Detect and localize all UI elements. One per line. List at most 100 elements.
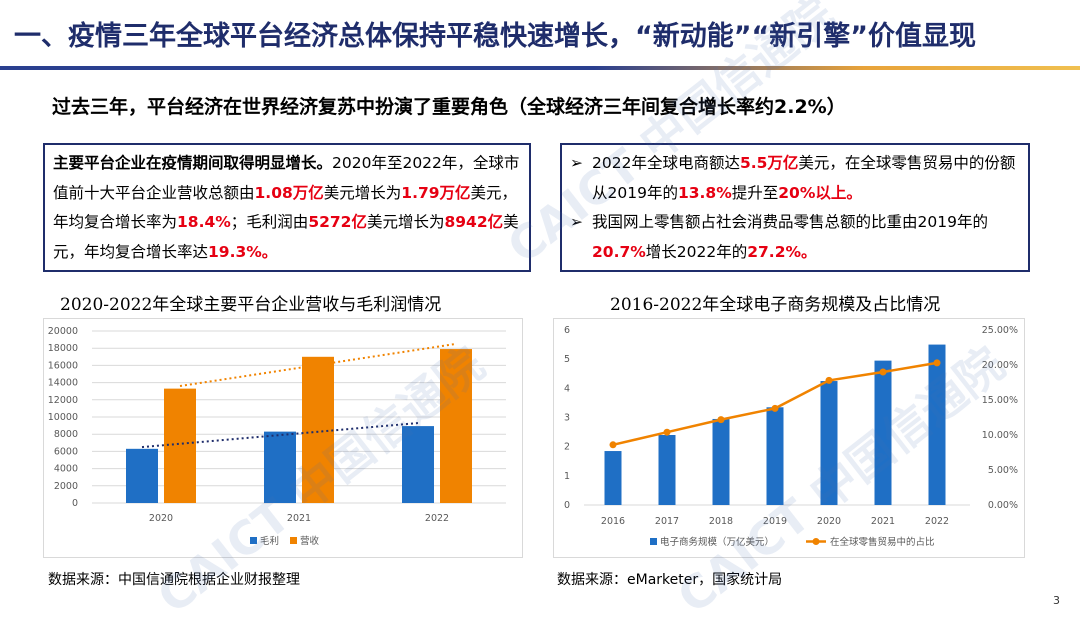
y-tick-label: 10000 (48, 412, 78, 423)
right-source: 数据来源：eMarketer，国家统计局 (557, 572, 783, 588)
y-tick-label: 16000 (48, 360, 78, 371)
left-value-1: 1.08万亿 (254, 183, 324, 202)
bullet-arrow-icon: ➢ (570, 154, 583, 172)
left-summary-box: 主要平台企业在疫情期间取得明显增长。2020年至2022年，全球市值前十大平台企… (43, 143, 531, 272)
ecommerce-chart: 0 1 2 3 4 5 6 0.00% 5.00% 10.00% 15.00% 20.00% 25.00… (564, 325, 1018, 548)
bar-ecommerce (928, 344, 946, 505)
share-point (879, 368, 887, 376)
x-tick-label: 2020 (149, 513, 173, 524)
revenue-profit-chart: 0 2000 4000 6000 8000 10000 12000 14000 16000 180… (48, 326, 506, 547)
legend-label: 在全球零售贸易中的占比 (830, 536, 935, 548)
y-tick-label: 0 (564, 500, 570, 511)
share-point (717, 416, 725, 424)
legend-label: 毛利 (260, 535, 279, 547)
y2-tick-label: 5.00% (988, 465, 1018, 476)
bar-profit (126, 448, 158, 503)
x-tick-label: 2019 (763, 516, 787, 527)
rb2-value-2: 27.2%。 (747, 242, 817, 261)
x-tick-label: 2021 (871, 516, 895, 527)
bar-revenue (164, 388, 196, 503)
bullet-arrow-icon: ➢ (570, 213, 583, 231)
y2-tick-label: 25.00% (982, 325, 1018, 336)
title-divider (0, 66, 1080, 70)
rb1-value-2: 13.8% (677, 183, 732, 202)
bar-profit (264, 431, 296, 503)
rb1-value-3: 20%以上。 (778, 183, 862, 202)
y-tick-label: 8000 (54, 429, 78, 440)
y2-tick-label: 10.00% (982, 430, 1018, 441)
y-tick-label: 6 (564, 325, 570, 336)
share-point (825, 376, 833, 384)
x-tick-label: 2022 (925, 516, 949, 527)
x-tick-label: 2021 (287, 513, 311, 524)
slide-subtitle: 过去三年，平台经济在世界经济复苏中扮演了重要角色（全球经济三年间复合增长率约2.… (52, 96, 846, 118)
y-tick-label: 6000 (54, 446, 78, 457)
trendline (179, 342, 457, 388)
y-tick-label: 4000 (54, 464, 78, 475)
y-tick-label: 1 (564, 471, 570, 482)
y-tick-label: 0 (72, 498, 78, 509)
right-summary-box: ➢ 2022年全球电商额达5.5万亿美元，在全球零售贸易中的份额从2019年的1… (560, 143, 1030, 272)
share-point (933, 359, 941, 367)
x-tick-label: 2018 (709, 516, 733, 527)
left-value-6: 19.3%。 (208, 242, 278, 261)
y-tick-label: 4 (564, 383, 570, 394)
left-source: 数据来源：中国信通院根据企业财报整理 (48, 572, 300, 588)
y-tick-label: 18000 (48, 343, 78, 354)
legend-swatch (650, 538, 657, 545)
right-chart-title: 2016-2022年全球电子商务规模及占比情况 (610, 295, 941, 315)
right-bullet-1: ➢ 2022年全球电商额达5.5万亿美元，在全球零售贸易中的份额从2019年的1… (570, 149, 1020, 208)
y2-tick-label: 15.00% (982, 395, 1018, 406)
left-value-5: 8942亿 (444, 213, 504, 231)
left-text-6: 美元，年均复合增长率达 (53, 213, 519, 261)
y-tick-label: 20000 (48, 326, 78, 337)
rb2-text-2: 增长2022年的 (645, 242, 748, 261)
slide-title: 一、疫情三年全球平台经济总体保持平稳快速增长，“新动能”“新引擎”价值显现 (14, 21, 976, 52)
bar-revenue (302, 356, 334, 503)
left-text-3: 美元，年均复合增长率为 (53, 183, 518, 232)
rb1-text-2: 美元，在全球零售贸易中的份额从2019年的 (592, 154, 1016, 202)
legend-swatch (250, 537, 257, 544)
left-text-1: 2020年至2022年，全球市值前十大平台企业营收总额由 (53, 154, 520, 202)
trendline (141, 422, 419, 449)
rb1-text-3: 提升至 (731, 183, 779, 202)
y-tick-label: 14000 (48, 378, 78, 389)
rb1-value-1: 5.5万亿 (739, 154, 799, 172)
left-value-4: 5272亿 (308, 213, 367, 231)
bar-ecommerce (604, 451, 622, 505)
x-tick-label: 2020 (817, 516, 841, 527)
right-chart-frame: 0 1 2 3 4 5 6 0.00% 5.00% 10.00% 15.00% 20.00% 25.00… (553, 318, 1025, 558)
left-value-2: 1.79万亿 (401, 183, 471, 202)
y-tick-label: 3 (564, 413, 570, 424)
y-tick-label: 5 (564, 354, 570, 365)
legend-label: 电子商务规模（万亿美元） (660, 536, 774, 548)
legend-swatch (290, 537, 297, 544)
y2-tick-label: 0.00% (988, 500, 1018, 511)
left-chart-frame: 0 2000 4000 6000 8000 10000 12000 14000 16000 180… (43, 318, 523, 558)
share-point (663, 428, 671, 436)
y-tick-label: 2 (564, 442, 570, 453)
bar-ecommerce (820, 381, 838, 505)
y-tick-label: 2000 (54, 481, 78, 492)
rb1-text-1: 2022年全球电商额达 (592, 154, 740, 172)
bar-ecommerce (766, 407, 784, 505)
bar-ecommerce (874, 360, 892, 505)
left-chart-title: 2020-2022年全球主要平台企业营收与毛利润情况 (60, 295, 442, 315)
x-tick-label: 2016 (601, 516, 625, 527)
left-text-5: 美元增长为 (366, 213, 445, 231)
bar-ecommerce (658, 435, 676, 505)
legend-marker (812, 538, 820, 545)
x-tick-label: 2017 (655, 516, 679, 527)
y-tick-label: 12000 (48, 395, 78, 406)
bar-ecommerce (712, 418, 730, 505)
right-bullet-2: ➢ 我国网上零售额占社会消费品零售总额的比重由2019年的 20.7%增长2022… (570, 208, 1020, 267)
share-point (771, 404, 779, 412)
left-text-4: ；毛利润由 (230, 213, 309, 231)
share-point (609, 441, 617, 449)
bar-revenue (440, 349, 472, 503)
left-value-3: 18.4% (177, 213, 231, 231)
left-lead: 主要平台企业在疫情期间取得明显增长。 (53, 154, 333, 172)
x-tick-label: 2022 (425, 513, 449, 524)
rb2-text-1: 我国网上零售额占社会消费品零售总额的比重由2019年的 (592, 213, 988, 231)
bar-profit (402, 426, 434, 503)
